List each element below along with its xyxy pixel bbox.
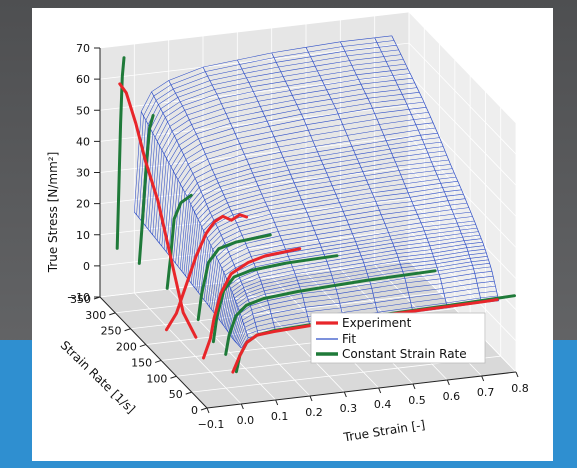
fit-line-strain: [305, 47, 414, 313]
y-tick-mark: [109, 312, 116, 316]
fit-surface: [134, 35, 500, 349]
x-tick-label: 0.2: [305, 406, 323, 419]
y-tick-mark: [200, 407, 208, 411]
gridline-z: [99, 104, 517, 217]
y-tick-label: 300: [85, 309, 106, 322]
gridline-z: [99, 11, 517, 124]
z-tick-label: 30: [76, 167, 90, 180]
y-tick-label: 200: [116, 341, 137, 354]
z-tick-label: 70: [76, 42, 90, 55]
y-tick-label: 0: [191, 404, 198, 417]
x-tick-mark: [515, 371, 519, 378]
gridline-z: [99, 167, 517, 279]
legend-label-fit: Fit: [342, 332, 356, 346]
fit-line-strain: [391, 35, 500, 301]
y-tick-label: 350: [70, 293, 91, 306]
x-tick-label: 0.6: [443, 390, 461, 403]
legend-label-experiment: Experiment: [342, 316, 412, 330]
constant-strain-rate-line: [224, 269, 437, 356]
y-tick-mark: [139, 344, 147, 348]
x-tick-mark: [309, 395, 313, 402]
legend-label-constant-strain-rate: Constant Strain Rate: [342, 347, 467, 361]
z-tick-label: 0: [83, 260, 90, 273]
fit-line-strain: [151, 91, 259, 336]
x-tick-label: 0.5: [408, 394, 426, 407]
x-tick-label: 0.8: [511, 382, 529, 395]
z-tick-label: −10: [67, 291, 90, 304]
x-tick-label: 0.1: [271, 410, 289, 423]
fit-line-strain: [271, 52, 380, 318]
constant-strain-rate-line: [211, 254, 339, 344]
y-tick-mark: [124, 328, 131, 332]
fit-line-strain: [236, 59, 345, 323]
constant-strain-rate-line: [115, 56, 126, 250]
x-tick-mark: [412, 383, 416, 390]
gridline-z: [99, 73, 517, 186]
x-tick-mark: [206, 407, 210, 414]
z-tick-label: 10: [76, 229, 90, 242]
gridline-z: [99, 136, 517, 248]
x-tick-label: 0.0: [237, 414, 255, 427]
x-tick-mark: [275, 399, 279, 406]
x-axis-line: [206, 371, 517, 409]
experiment-line: [118, 82, 198, 339]
fit-line-strain: [339, 41, 448, 308]
x-tick-mark: [343, 391, 347, 398]
y-tick-mark: [170, 375, 177, 379]
x-tick-mark: [446, 379, 450, 386]
z-axis-label: True Stress [N/mm²]: [46, 152, 60, 274]
fit-line-strain: [168, 80, 277, 332]
x-tick-mark: [378, 387, 382, 394]
z-tick-label: 20: [76, 198, 90, 211]
fit-line-strain: [202, 66, 311, 327]
y-tick-mark: [185, 391, 192, 395]
z-tick-label: 50: [76, 104, 90, 117]
y-tick-label: 150: [131, 356, 152, 369]
experiment-line: [202, 247, 302, 360]
constant-strain-rate-line: [165, 193, 193, 290]
x-tick-label: 0.3: [340, 402, 358, 415]
x-tick-label: 0.7: [477, 386, 495, 399]
x-tick-mark: [481, 375, 485, 382]
x-tick-label: −0.1: [198, 418, 225, 431]
legend: Experiment Fit Constant Strain Rate: [310, 312, 486, 364]
y-tick-mark: [154, 359, 162, 363]
x-tick-label: 0.4: [374, 398, 392, 411]
y-tick-label: 50: [169, 388, 183, 401]
y-axis-line: [99, 296, 208, 409]
fit-line-strain: [374, 37, 483, 303]
legend-box: [310, 312, 486, 364]
y-tick-label: 100: [146, 372, 167, 385]
constant-strain-rate-line: [196, 233, 272, 322]
z-tick-label: 40: [76, 135, 90, 148]
z-tick-label: 60: [76, 73, 90, 86]
y-tick-label: 250: [101, 325, 122, 338]
x-tick-mark: [240, 403, 244, 410]
axis-ticks: −0.1 0.0 0.1 0.2 0.3 0.4 0.5 0.6 0.7 0.8050100150…: [67, 42, 529, 431]
